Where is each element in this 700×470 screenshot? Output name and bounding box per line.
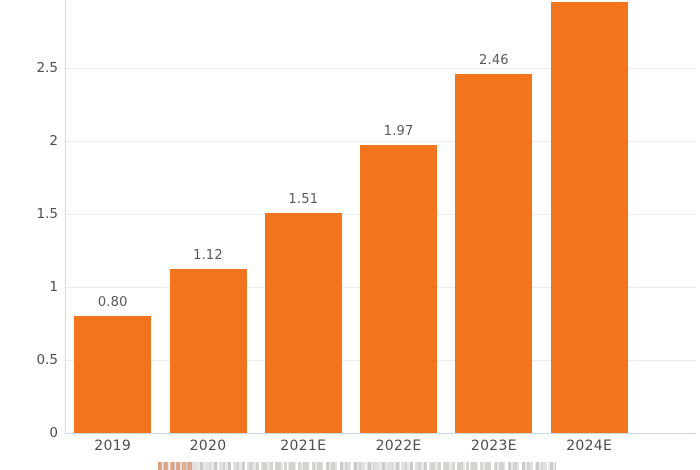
x-tick-label-2023E: 2023E xyxy=(470,438,517,454)
bar-2021E xyxy=(264,212,342,433)
clipped-caption-lead-fragment xyxy=(158,462,194,470)
y-axis-line xyxy=(65,0,66,433)
bar-value-label-2021E: 1.51 xyxy=(288,191,319,207)
y-tick-label-2.5: 2.5 xyxy=(36,60,58,76)
x-tick-label-2021E: 2021E xyxy=(280,438,327,454)
x-axis-baseline xyxy=(65,433,696,434)
bar-2022E xyxy=(360,145,438,433)
bar-value-label-2023E: 2.46 xyxy=(479,52,509,68)
x-tick-label-2020: 2020 xyxy=(189,438,227,454)
y-tick-label-2: 2 xyxy=(49,133,58,149)
y-tick-label-1.5: 1.5 xyxy=(36,206,58,222)
x-tick-label-2019: 2019 xyxy=(94,438,132,454)
y-tick-label-0.5: 0.5 xyxy=(36,352,58,368)
y-tick-label-1: 1 xyxy=(49,279,58,295)
bar-value-label-2019: 0.80 xyxy=(97,295,128,311)
x-tick-label-2024E: 2024E xyxy=(566,438,613,454)
bar-2020 xyxy=(169,269,247,433)
x-tick-label-2022E: 2022E xyxy=(375,438,422,454)
bar-value-label-2022E: 1.97 xyxy=(383,124,414,140)
y-tick-label-0: 0 xyxy=(49,425,58,441)
bar-2019 xyxy=(74,316,152,433)
bar-2024E xyxy=(550,2,628,433)
gridline-2.5 xyxy=(65,68,696,69)
gridline-2 xyxy=(65,141,696,142)
bar-2023E xyxy=(455,73,533,433)
bar-value-label-2020: 1.12 xyxy=(193,248,223,264)
clipped-caption-strip xyxy=(158,462,556,470)
